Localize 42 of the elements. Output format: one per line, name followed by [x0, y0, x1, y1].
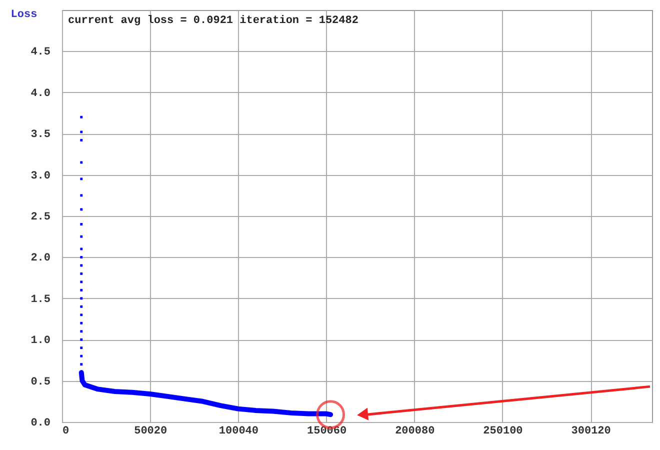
- point: [80, 272, 83, 275]
- point: [80, 338, 83, 341]
- point: [80, 130, 83, 134]
- point: [80, 248, 83, 250]
- point: [80, 256, 83, 258]
- y-tick-label: 2.5: [30, 212, 51, 224]
- x-tick-label: 200080: [395, 426, 435, 438]
- y-tick-label: 4.0: [30, 88, 50, 100]
- point: [80, 208, 83, 211]
- y-tick-label: 4.5: [30, 46, 51, 59]
- point: [80, 194, 83, 197]
- y-tick-label: 2.0: [30, 252, 50, 265]
- point: [80, 363, 83, 366]
- annotation: current avg loss = 0.0921 iteration = 152482: [68, 15, 358, 27]
- point: [80, 314, 83, 316]
- point: [80, 288, 83, 292]
- y-tick-label: 0.5: [30, 376, 51, 388]
- point: [80, 346, 83, 350]
- point: [80, 280, 83, 284]
- point: [80, 138, 83, 142]
- y-tick-label: 3.0: [30, 170, 50, 182]
- x-tick-label: 100040: [218, 426, 258, 438]
- point: [80, 305, 83, 308]
- point: [80, 178, 83, 180]
- point: [80, 322, 83, 324]
- y-axis-title: Loss: [10, 9, 38, 21]
- y-tick-label: 3.5: [30, 129, 51, 142]
- x-tick-label: 50020: [134, 426, 168, 438]
- point: [80, 330, 83, 333]
- y-tick-label: 0.0: [30, 418, 50, 430]
- x-tick-label: 150060: [306, 426, 347, 438]
- y-tick-label: 1.5: [30, 294, 51, 306]
- y-tick-label: 1.0: [30, 335, 50, 348]
- point: [80, 354, 83, 358]
- point: [80, 297, 83, 300]
- x-tick-label: 300120: [571, 426, 611, 438]
- point: [80, 235, 83, 238]
- x-tick-label: 250100: [483, 426, 523, 438]
- point: [80, 264, 83, 267]
- point: [80, 161, 83, 164]
- x-tick-label: 0: [62, 426, 70, 438]
- point: [80, 116, 83, 118]
